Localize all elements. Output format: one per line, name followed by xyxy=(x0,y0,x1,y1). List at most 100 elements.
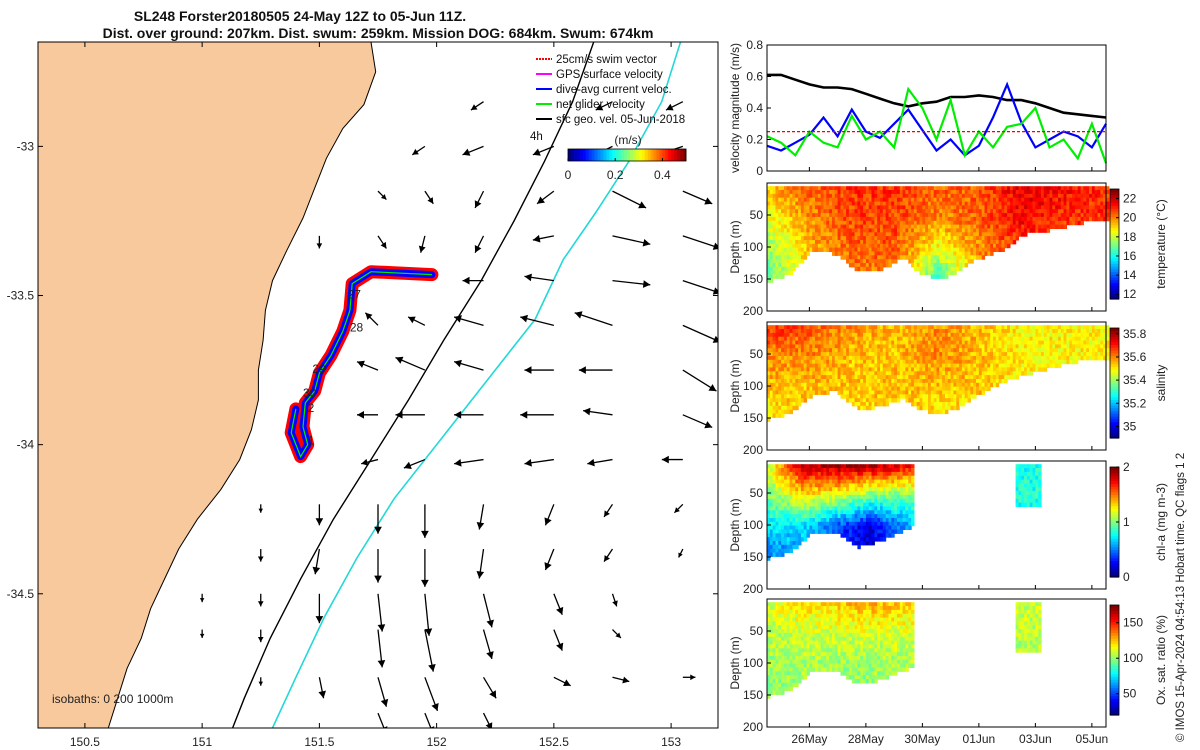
colorbar-tick: 20 xyxy=(1123,211,1137,225)
current-vector xyxy=(395,356,426,371)
depth-tick: 50 xyxy=(750,347,764,361)
colorbar-tick: 2 xyxy=(1123,460,1130,474)
current-vector xyxy=(377,593,386,632)
current-vector xyxy=(682,324,718,343)
salinity-panel: 50 100 150 200 Depth (m) 35 35.2 35.4 35.6 35.8 sa… xyxy=(728,321,1168,457)
current-vector xyxy=(453,315,484,326)
velocity-series-line xyxy=(767,73,1107,119)
depth-label: Depth (m) xyxy=(728,359,742,412)
current-vector xyxy=(421,549,429,587)
colorbar-tick: 35.8 xyxy=(1123,327,1147,341)
current-vector xyxy=(462,145,484,156)
current-vector xyxy=(377,190,387,200)
current-vector xyxy=(603,503,614,518)
current-vector xyxy=(318,677,326,699)
current-vector xyxy=(403,458,426,469)
velocity-y-tick: 0.4 xyxy=(746,101,763,115)
depth-tick: 200 xyxy=(743,443,763,457)
track-day-label: 30 xyxy=(303,386,317,400)
current-vector xyxy=(312,548,321,575)
current-vector xyxy=(532,234,554,243)
current-vector xyxy=(612,629,622,639)
depth-tick: 100 xyxy=(743,240,763,254)
time-x-tick: 03Jun xyxy=(1019,732,1052,746)
current-vector xyxy=(682,190,713,205)
velocity-y-label: velocity magnitude (m/s) xyxy=(728,43,742,173)
chla-colorbar: 0 1 2 chl-a (mg m-3) xyxy=(1109,460,1168,584)
map-panel: 27 28 29 302 1 150.5 151 151.5 152 152.5 153 -33 -3… xyxy=(7,41,719,749)
colorbar-label: chl-a (mg m-3) xyxy=(1154,483,1168,561)
svg-text:GPS surface velocity: GPS surface velocity xyxy=(556,69,663,81)
track-day-label: 28 xyxy=(350,320,364,334)
map-y-tick: -33.5 xyxy=(7,289,35,303)
current-vector xyxy=(682,279,718,295)
depth-label: Depth (m) xyxy=(728,498,742,551)
current-vector xyxy=(682,674,696,681)
depth-tick: 100 xyxy=(743,656,763,670)
current-vector xyxy=(665,101,684,111)
current-vector xyxy=(682,235,718,250)
colorbar-tick: 35.2 xyxy=(1123,396,1147,410)
chla-cells xyxy=(767,464,1042,561)
track-day-labels: 27 28 29 302 1 xyxy=(303,288,364,448)
depth-tick: 200 xyxy=(743,304,763,318)
map-axes: 150.5 151 151.5 152 152.5 153 -33 -33.5 -34 -34.5 xyxy=(7,42,718,749)
current-vector xyxy=(578,366,613,374)
temperature-panel: 50 100 150 200 Depth (m) 12 14 16 18 20 22 temperat… xyxy=(728,182,1168,318)
colorbar-tick: 35 xyxy=(1123,419,1137,433)
depth-tick: 200 xyxy=(743,720,763,734)
current-vector xyxy=(536,190,555,205)
current-vector xyxy=(612,190,647,209)
track-day-label: 1 xyxy=(308,434,315,448)
map-frame xyxy=(37,41,719,729)
current-vector xyxy=(524,366,554,374)
current-vector xyxy=(476,548,485,579)
current-vector xyxy=(377,235,387,249)
current-vector xyxy=(682,369,717,392)
depth-tick: 50 xyxy=(750,624,764,638)
colorbar-tick: 12 xyxy=(1123,287,1137,301)
depth-tick: 150 xyxy=(743,550,763,564)
current-vector xyxy=(612,279,651,288)
current-vector xyxy=(611,593,618,607)
current-vector xyxy=(257,549,264,562)
current-vector xyxy=(544,504,555,526)
map-x-tick: 152 xyxy=(427,735,447,749)
current-vector xyxy=(673,503,684,514)
oxygen-colorbar: 50 100 150 Ox. sat. ratio (%) xyxy=(1109,604,1168,716)
current-vector xyxy=(424,677,439,712)
colorbar-tick: 0 xyxy=(565,168,572,182)
time-series-panels: 0 0.2 0.4 0.6 0.8 velocity magnitude (m/s) 50 1… xyxy=(728,38,1168,746)
current-vector xyxy=(315,593,324,624)
depth-label: Depth (m) xyxy=(728,636,742,689)
speed-colorbar: (m/s) 0 0.2 0.4 xyxy=(565,133,687,182)
colorbar-tick: 1 xyxy=(1123,515,1130,529)
net-velocity-line xyxy=(290,271,432,458)
current-vector xyxy=(470,101,484,111)
time-x-tick: 30May xyxy=(904,732,940,746)
current-vector xyxy=(315,504,324,526)
track-day-label: 27 xyxy=(348,288,362,302)
current-vector xyxy=(532,145,555,156)
temperature-cells xyxy=(767,186,1110,283)
current-vector xyxy=(661,455,683,464)
current-vector xyxy=(482,593,494,628)
current-vector xyxy=(482,629,494,660)
depth-tick: 50 xyxy=(750,208,764,222)
depth-tick: 50 xyxy=(750,486,764,500)
current-vector xyxy=(482,676,497,699)
current-vector xyxy=(462,276,484,285)
colorbar-tick: 14 xyxy=(1123,268,1137,282)
isobath-note: isobaths: 0 200 1000m xyxy=(52,692,173,706)
current-vector xyxy=(374,549,382,583)
depth-tick: 200 xyxy=(743,582,763,596)
colorbar-tick: 16 xyxy=(1123,249,1137,263)
colorbar-label: Ox. sat. ratio (%) xyxy=(1154,615,1168,705)
map-x-tick: 152.5 xyxy=(539,735,569,749)
colorbar-tick: 150 xyxy=(1123,616,1143,630)
current-vector xyxy=(424,593,433,636)
colorbar-tick: 35.4 xyxy=(1123,373,1147,387)
colorbar-tick: 100 xyxy=(1123,651,1143,665)
colorbar-tick: 18 xyxy=(1123,230,1137,244)
current-vector xyxy=(682,414,713,429)
